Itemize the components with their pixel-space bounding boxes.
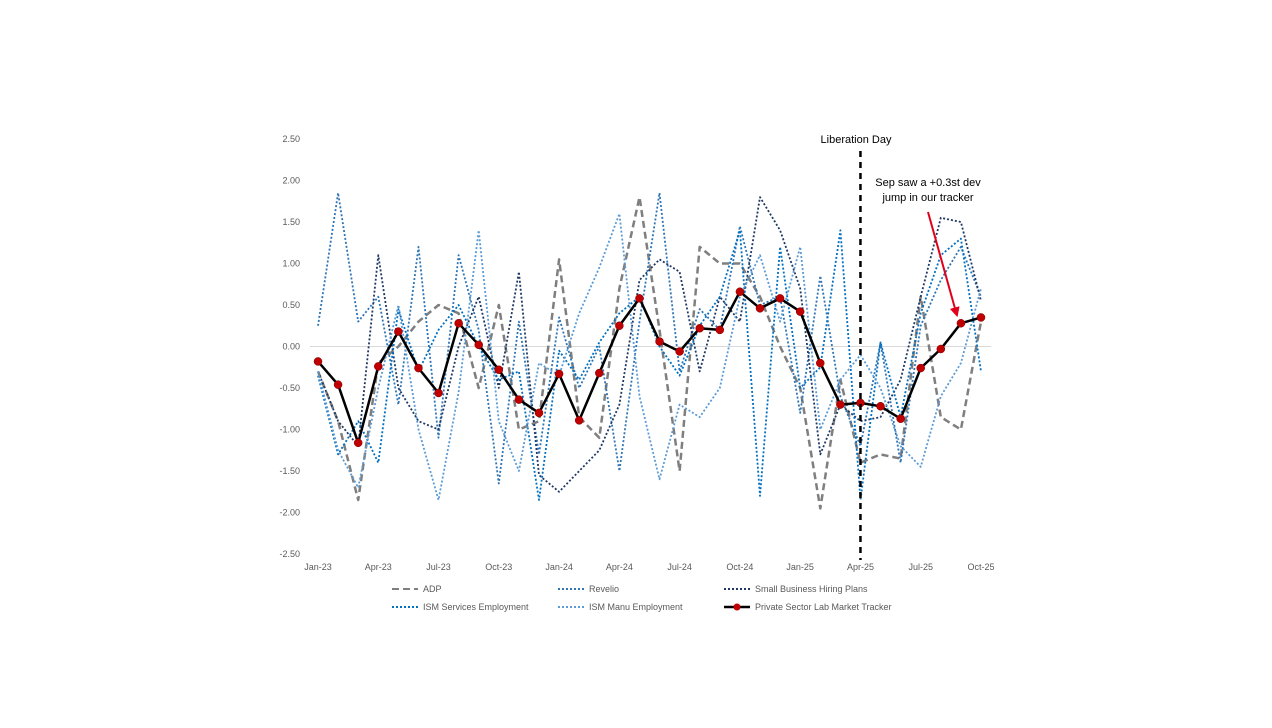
data-point-private-sector-lab-market-tracker <box>695 323 704 333</box>
x-tick-label: Jan-25 <box>786 562 814 572</box>
y-tick-label: 2.50 <box>282 134 300 144</box>
x-tick-label: Jan-24 <box>545 562 573 572</box>
data-point-private-sector-lab-market-tracker <box>635 294 644 303</box>
legend-label-adp: ADP <box>423 584 442 594</box>
data-point-private-sector-lab-market-tracker <box>735 287 745 296</box>
series-line-ism-services-employment <box>317 229 982 501</box>
x-tick-label: Jul-23 <box>426 562 451 572</box>
data-point-private-sector-lab-market-tracker <box>534 408 544 418</box>
data-point-private-sector-lab-market-tracker <box>554 369 564 379</box>
x-tick-label: Oct-24 <box>726 562 753 572</box>
x-tick-label: Jul-25 <box>908 562 933 572</box>
legend-label-small-business-hiring-plans: Small Business Hiring Plans <box>755 584 868 594</box>
y-tick-label: -2.00 <box>279 508 300 518</box>
y-tick-label: 0.50 <box>282 300 300 310</box>
y-tick-label: 1.50 <box>282 217 300 227</box>
y-tick-label: 1.00 <box>282 259 300 269</box>
data-point-private-sector-lab-market-tracker <box>394 327 403 336</box>
y-tick-label: -1.00 <box>279 425 300 435</box>
data-point-private-sector-lab-market-tracker <box>333 380 343 389</box>
x-tick-label: Oct-23 <box>485 562 512 572</box>
data-point-private-sector-lab-market-tracker <box>434 388 443 398</box>
y-tick-label: -1.50 <box>279 466 300 476</box>
x-tick-label: Apr-23 <box>365 562 392 572</box>
data-point-private-sector-lab-market-tracker <box>353 438 363 448</box>
data-point-private-sector-lab-market-tracker <box>795 307 805 316</box>
y-tick-label: 0.00 <box>282 342 300 352</box>
series-line-adp <box>316 195 983 510</box>
data-point-private-sector-lab-market-tracker <box>574 416 584 425</box>
x-tick-label: Jan-23 <box>304 562 332 572</box>
data-point-private-sector-lab-market-tracker <box>816 358 825 368</box>
y-tick-label: -0.50 <box>279 383 300 393</box>
data-point-private-sector-lab-market-tracker <box>514 395 524 404</box>
data-point-private-sector-lab-market-tracker <box>313 357 323 366</box>
y-tick-label: -2.50 <box>279 549 300 559</box>
series-line-small-business-hiring-plans <box>317 196 982 493</box>
data-point-private-sector-lab-market-tracker <box>414 363 423 373</box>
data-point-private-sector-lab-market-tracker <box>675 347 684 356</box>
data-point-private-sector-lab-market-tracker <box>755 304 765 313</box>
liberation-day-label: Liberation Day <box>821 134 892 146</box>
data-point-private-sector-lab-market-tracker <box>715 325 725 335</box>
data-point-private-sector-lab-market-tracker <box>876 402 885 411</box>
series-layer <box>313 191 986 510</box>
legend-label-revelio: Revelio <box>589 584 619 594</box>
data-point-private-sector-lab-market-tracker <box>454 319 463 328</box>
legend-label-private-sector-lab-market-tracker: Private Sector Lab Market Tracker <box>755 602 892 612</box>
data-point-private-sector-lab-market-tracker <box>655 337 664 346</box>
data-point-private-sector-lab-market-tracker <box>976 313 986 322</box>
series-line-revelio <box>317 191 982 485</box>
series-line-private-sector-lab-market-tracker <box>317 290 982 445</box>
data-point-private-sector-lab-market-tracker <box>956 319 966 328</box>
y-axis: 2.50 2.00 1.50 1.00 0.50 0.00 -0.50 -1.00 -1.50 -… <box>279 134 300 559</box>
annotation-arrow <box>927 211 960 318</box>
legend-label-ism-manu-employment: ISM Manu Employment <box>589 602 683 612</box>
data-point-private-sector-lab-market-tracker <box>896 414 905 423</box>
annotation-line-1: Sep saw a +0.3st dev <box>875 177 981 189</box>
data-point-private-sector-lab-market-tracker <box>836 400 845 409</box>
legend: ADP Revelio Small Business Hiring Plans ISM… <box>392 584 892 612</box>
data-point-private-sector-lab-market-tracker <box>494 365 504 374</box>
x-axis: Jan-23 Apr-23 Jul-23 Oct-23 Jan-24 Apr-24 Jul-… <box>304 562 994 572</box>
data-point-private-sector-lab-market-tracker <box>374 362 383 371</box>
annotation-line-2: jump in our tracker <box>881 192 973 204</box>
x-tick-label: Jul-24 <box>667 562 692 572</box>
annotations: Liberation Day Sep saw a +0.3st dev jump… <box>821 134 981 560</box>
legend-label-ism-services-employment: ISM Services Employment <box>423 602 529 612</box>
data-point-private-sector-lab-market-tracker <box>615 321 624 330</box>
y-tick-label: 2.00 <box>282 176 300 186</box>
data-point-private-sector-lab-market-tracker <box>775 294 785 303</box>
x-tick-label: Oct-25 <box>967 562 994 572</box>
series-line-ism-manu-employment <box>317 212 982 501</box>
data-point-private-sector-lab-market-tracker <box>936 344 946 354</box>
x-tick-label: Apr-24 <box>606 562 633 572</box>
data-point-private-sector-lab-market-tracker <box>595 368 604 378</box>
legend-marker-private-sector-lab-market-tracker <box>733 603 741 611</box>
data-point-private-sector-lab-market-tracker <box>474 340 483 350</box>
x-tick-label: Apr-25 <box>847 562 874 572</box>
data-point-private-sector-lab-market-tracker <box>916 363 925 373</box>
